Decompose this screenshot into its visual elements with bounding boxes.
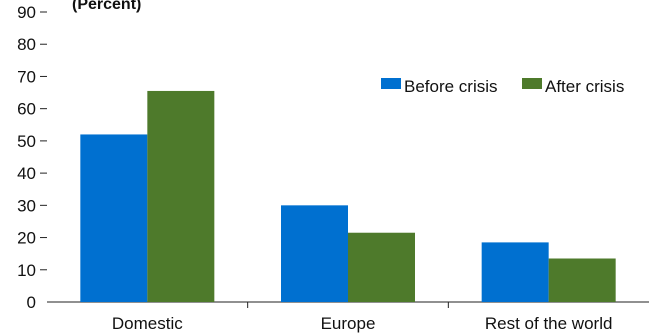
bars: [80, 90, 616, 302]
legend-label: Before crisis: [404, 77, 498, 96]
legend-swatch: [522, 78, 542, 89]
y-tick-label: 10: [17, 261, 36, 280]
x-tick-label: Domestic: [112, 314, 183, 333]
bar-before-rest-of-the-world: [481, 242, 549, 302]
bar-before-domestic: [80, 134, 148, 302]
y-tick-label: 40: [17, 164, 36, 183]
bar-after-domestic: [147, 90, 215, 302]
bar-after-rest-of-the-world: [548, 258, 616, 302]
y-tick-label: 50: [17, 132, 36, 151]
y-tick-label: 70: [17, 67, 36, 86]
y-tick-label: 30: [17, 196, 36, 215]
legend-label: After crisis: [545, 77, 624, 96]
y-tick-label: 0: [27, 293, 36, 312]
y-axis-label: (Percent): [72, 0, 141, 13]
y-tick-label: 60: [17, 100, 36, 119]
bar-after-europe: [348, 232, 415, 302]
y-tick-label: 90: [17, 3, 36, 22]
bar-before-europe: [281, 205, 348, 302]
y-tick-label: 80: [17, 35, 36, 54]
y-tick-label: 20: [17, 229, 36, 248]
x-tick-label: Rest of the world: [485, 314, 613, 333]
x-tick-label: Europe: [321, 314, 376, 333]
legend: Before crisis After crisis: [381, 77, 624, 96]
legend-swatch: [381, 78, 401, 89]
